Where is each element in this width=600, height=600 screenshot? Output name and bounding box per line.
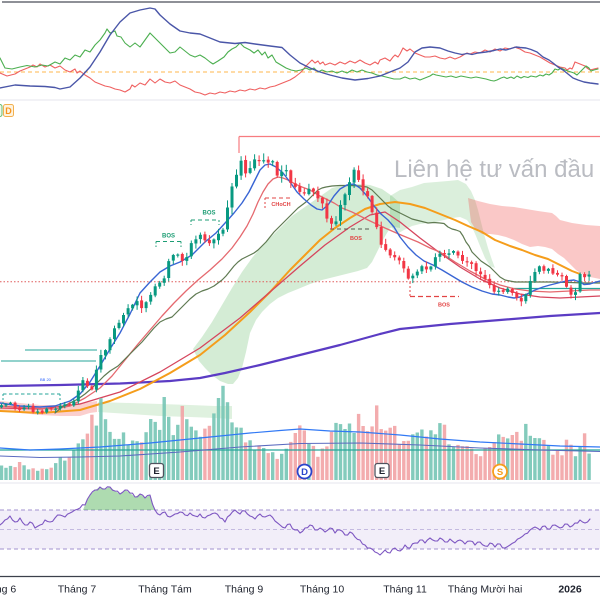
svg-text:BOS: BOS [162, 234, 175, 240]
svg-text:Tháng Mười hai: Tháng Mười hai [448, 584, 523, 596]
svg-text:D: D [301, 467, 308, 478]
svg-text:Tháng Tám: Tháng Tám [138, 584, 192, 596]
svg-text:Tháng 11: Tháng 11 [383, 584, 427, 596]
svg-text:Tháng 10: Tháng 10 [300, 584, 345, 596]
svg-text:BOS: BOS [202, 211, 215, 217]
svg-text:BOS: BOS [438, 303, 450, 309]
svg-text:Liên hệ tư vấn đầu: Liên hệ tư vấn đầu [394, 156, 594, 183]
svg-text:BB 20: BB 20 [40, 377, 52, 382]
svg-text:E: E [153, 466, 159, 477]
svg-text:BOS: BOS [350, 236, 362, 242]
svg-text:Tháng 7: Tháng 7 [58, 584, 97, 596]
svg-text:D: D [5, 106, 12, 116]
svg-text:E: E [379, 466, 385, 477]
svg-text:S: S [497, 467, 503, 478]
svg-text:Tháng 6: Tháng 6 [0, 584, 16, 596]
svg-text:Tháng 9: Tháng 9 [225, 584, 264, 596]
svg-text:CHoCH: CHoCH [271, 202, 290, 208]
svg-text:2026: 2026 [558, 584, 582, 596]
